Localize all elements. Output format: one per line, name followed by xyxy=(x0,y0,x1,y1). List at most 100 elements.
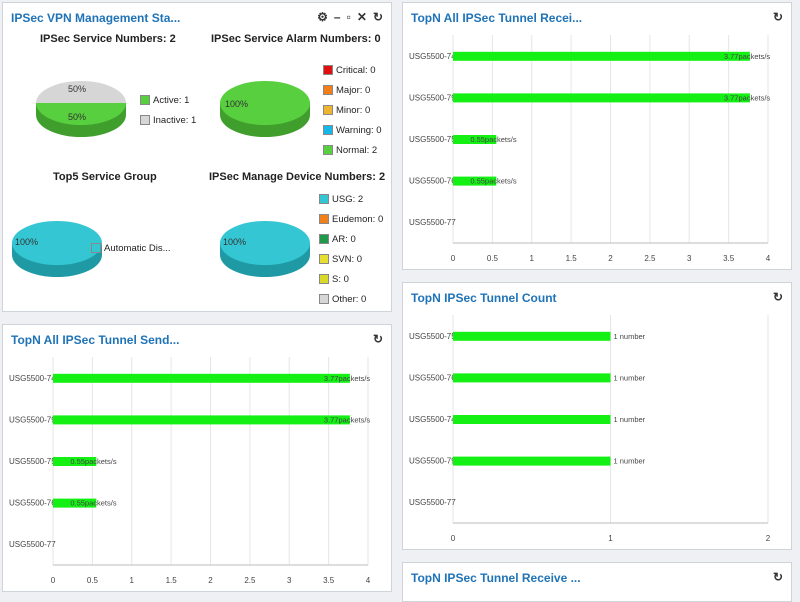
bar-value-label: 1 number xyxy=(614,332,646,341)
x-tick-label: 3.5 xyxy=(723,254,735,263)
bar xyxy=(453,415,611,424)
legend-item: S: 0 xyxy=(319,270,383,290)
x-tick-label: 0 xyxy=(51,576,56,585)
bar-value-label: 1 number xyxy=(614,373,646,382)
bar xyxy=(453,51,750,61)
y-tick-label: USG5500-74 xyxy=(409,415,456,424)
close-icon[interactable]: ✕ xyxy=(356,10,367,24)
alarm-numbers-title: IPSec Service Alarm Numbers: 0 xyxy=(211,33,381,45)
tunnel-count-chart: 0 1 2 USG5500-75 1 number USG5500-76 1 number U… xyxy=(409,315,771,543)
bar xyxy=(453,176,497,186)
bar-value-label: 3.77packets/s xyxy=(324,374,371,383)
legend-item: Active: 1 xyxy=(140,91,196,111)
x-tick-label: 2 xyxy=(608,254,613,263)
y-tick-label: USG5500-76 xyxy=(409,177,456,186)
panel-toolbar: ⚙ – ▫ ✕ ↻ xyxy=(311,10,383,24)
vpn-management-panel: IPSec VPN Management Sta... ⚙ – ▫ ✕ ↻ IPSec … xyxy=(2,2,392,312)
tunnel-count-panel: TopN IPSec Tunnel Count ↻ 0 1 2 USG5500-75 1… xyxy=(402,282,792,550)
device-numbers-title: IPSec Manage Device Numbers: 2 xyxy=(209,171,386,183)
x-tick-label: 0 xyxy=(451,534,456,543)
service-numbers-pie: 50% 50% xyxy=(36,81,126,137)
legend-item: Warning: 0 xyxy=(323,121,382,141)
legend-item: Other: 0 xyxy=(319,290,383,310)
bar xyxy=(53,457,97,466)
service-numbers-title: IPSec Service Numbers: 2 xyxy=(40,33,176,45)
alarm-numbers-pie: 100% xyxy=(220,81,310,137)
panel-title: IPSec VPN Management Sta... xyxy=(11,11,181,25)
restore-icon[interactable]: ▫ xyxy=(346,10,351,24)
x-tick-label: 4 xyxy=(366,576,371,585)
y-tick-label: USG5500-79 xyxy=(409,457,456,466)
legend-item: Normal: 2 xyxy=(323,141,382,161)
legend-item: AR: 0 xyxy=(319,230,383,250)
slice-label: 50% xyxy=(68,84,86,94)
device-numbers-legend: USG: 2 Eudemon: 0 AR: 0 SVN: 0 S: 0 Othe… xyxy=(319,190,383,310)
service-group-pie: 100% xyxy=(12,221,102,277)
y-tick-label: USG5500-76 xyxy=(409,373,456,382)
y-tick-label: USG5500-77 xyxy=(409,498,456,507)
gear-icon[interactable]: ⚙ xyxy=(317,10,328,24)
legend-item: Inactive: 1 xyxy=(140,111,196,131)
refresh-icon[interactable]: ↻ xyxy=(772,10,783,24)
x-tick-label: 3 xyxy=(287,576,292,585)
bar-value-label: 0.55packets/s xyxy=(470,135,517,144)
x-tick-label: 1 xyxy=(608,534,613,543)
bar-value-label: 0.55packets/s xyxy=(70,499,117,508)
y-tick-label: USG5500-77 xyxy=(409,218,456,227)
device-numbers-pie: 100% xyxy=(220,221,310,277)
refresh-icon[interactable]: ↻ xyxy=(372,10,383,24)
slice-label: 100% xyxy=(225,99,248,109)
tunnel-send-chart: 0 0.5 1 1.5 2 2.5 3 3.5 4 USG5500-74 3.77packets/s… xyxy=(9,357,371,585)
bar-value-label: 1 number xyxy=(614,457,646,466)
panel-title: TopN All IPSec Tunnel Recei... xyxy=(411,11,583,25)
y-tick-label: USG5500-75 xyxy=(9,457,56,466)
x-tick-label: 2 xyxy=(766,534,771,543)
legend-item: Major: 0 xyxy=(323,81,382,101)
legend-item: Critical: 0 xyxy=(323,61,382,81)
x-tick-label: 2.5 xyxy=(644,254,656,263)
legend-swatch xyxy=(140,115,150,126)
legend-item: Automatic Dis... xyxy=(91,239,171,259)
service-group-title: Top5 Service Group xyxy=(53,171,157,183)
service-numbers-legend: Active: 1 Inactive: 1 xyxy=(140,91,196,131)
legend-item: Eudemon: 0 xyxy=(319,210,383,230)
y-tick-label: USG5500-75 xyxy=(409,135,456,144)
tunnel-receive2-panel: TopN IPSec Tunnel Receive ... ↻ xyxy=(402,562,792,602)
bar xyxy=(453,135,497,144)
refresh-icon[interactable]: ↻ xyxy=(372,332,383,346)
bar-value-label: 0.55packets/s xyxy=(70,457,117,466)
legend-item: Minor: 0 xyxy=(323,101,382,121)
x-tick-label: 3.5 xyxy=(323,576,335,585)
panel-toolbar: ↻ xyxy=(767,290,783,304)
x-tick-label: 3 xyxy=(687,254,692,263)
bar xyxy=(453,331,611,341)
bar-value-label: 3.77packets/s xyxy=(724,52,771,61)
bar-value-label: 3.77packets/s xyxy=(724,93,771,102)
bar xyxy=(53,373,350,383)
x-tick-label: 2 xyxy=(208,576,213,585)
tunnel-receive-panel: TopN All IPSec Tunnel Recei... ↻ 0 0.5 1 1.… xyxy=(402,2,792,270)
panel-toolbar: ↻ xyxy=(767,10,783,24)
panel-title: TopN IPSec Tunnel Count xyxy=(411,291,557,305)
y-tick-label: USG5500-75 xyxy=(409,332,456,341)
panel-toolbar: ↻ xyxy=(767,570,783,584)
minimize-icon[interactable]: – xyxy=(333,10,341,24)
y-tick-label: USG5500-79 xyxy=(409,93,456,102)
bar-value-label: 0.55packets/s xyxy=(470,177,517,186)
tunnel-receive-chart: 0 0.5 1 1.5 2 2.5 3 3.5 4 USG5500-74 3.77packets/s… xyxy=(409,35,771,263)
x-tick-label: 1.5 xyxy=(566,254,578,263)
panel-title: TopN IPSec Tunnel Receive ... xyxy=(411,571,581,585)
slice-label: 100% xyxy=(15,237,38,247)
y-tick-label: USG5500-77 xyxy=(9,540,56,549)
y-tick-label: USG5500-79 xyxy=(9,415,56,424)
bar xyxy=(53,415,350,425)
refresh-icon[interactable]: ↻ xyxy=(772,290,783,304)
panel-title: TopN All IPSec Tunnel Send... xyxy=(11,333,180,347)
service-group-legend: Automatic Dis... xyxy=(91,239,171,259)
tunnel-send-panel: TopN All IPSec Tunnel Send... ↻ 0 0.5 1 1.5… xyxy=(2,324,392,592)
slice-label: 100% xyxy=(223,237,246,247)
legend-item: SVN: 0 xyxy=(319,250,383,270)
x-tick-label: 0.5 xyxy=(487,254,499,263)
refresh-icon[interactable]: ↻ xyxy=(772,570,783,584)
legend-swatch xyxy=(140,95,150,106)
